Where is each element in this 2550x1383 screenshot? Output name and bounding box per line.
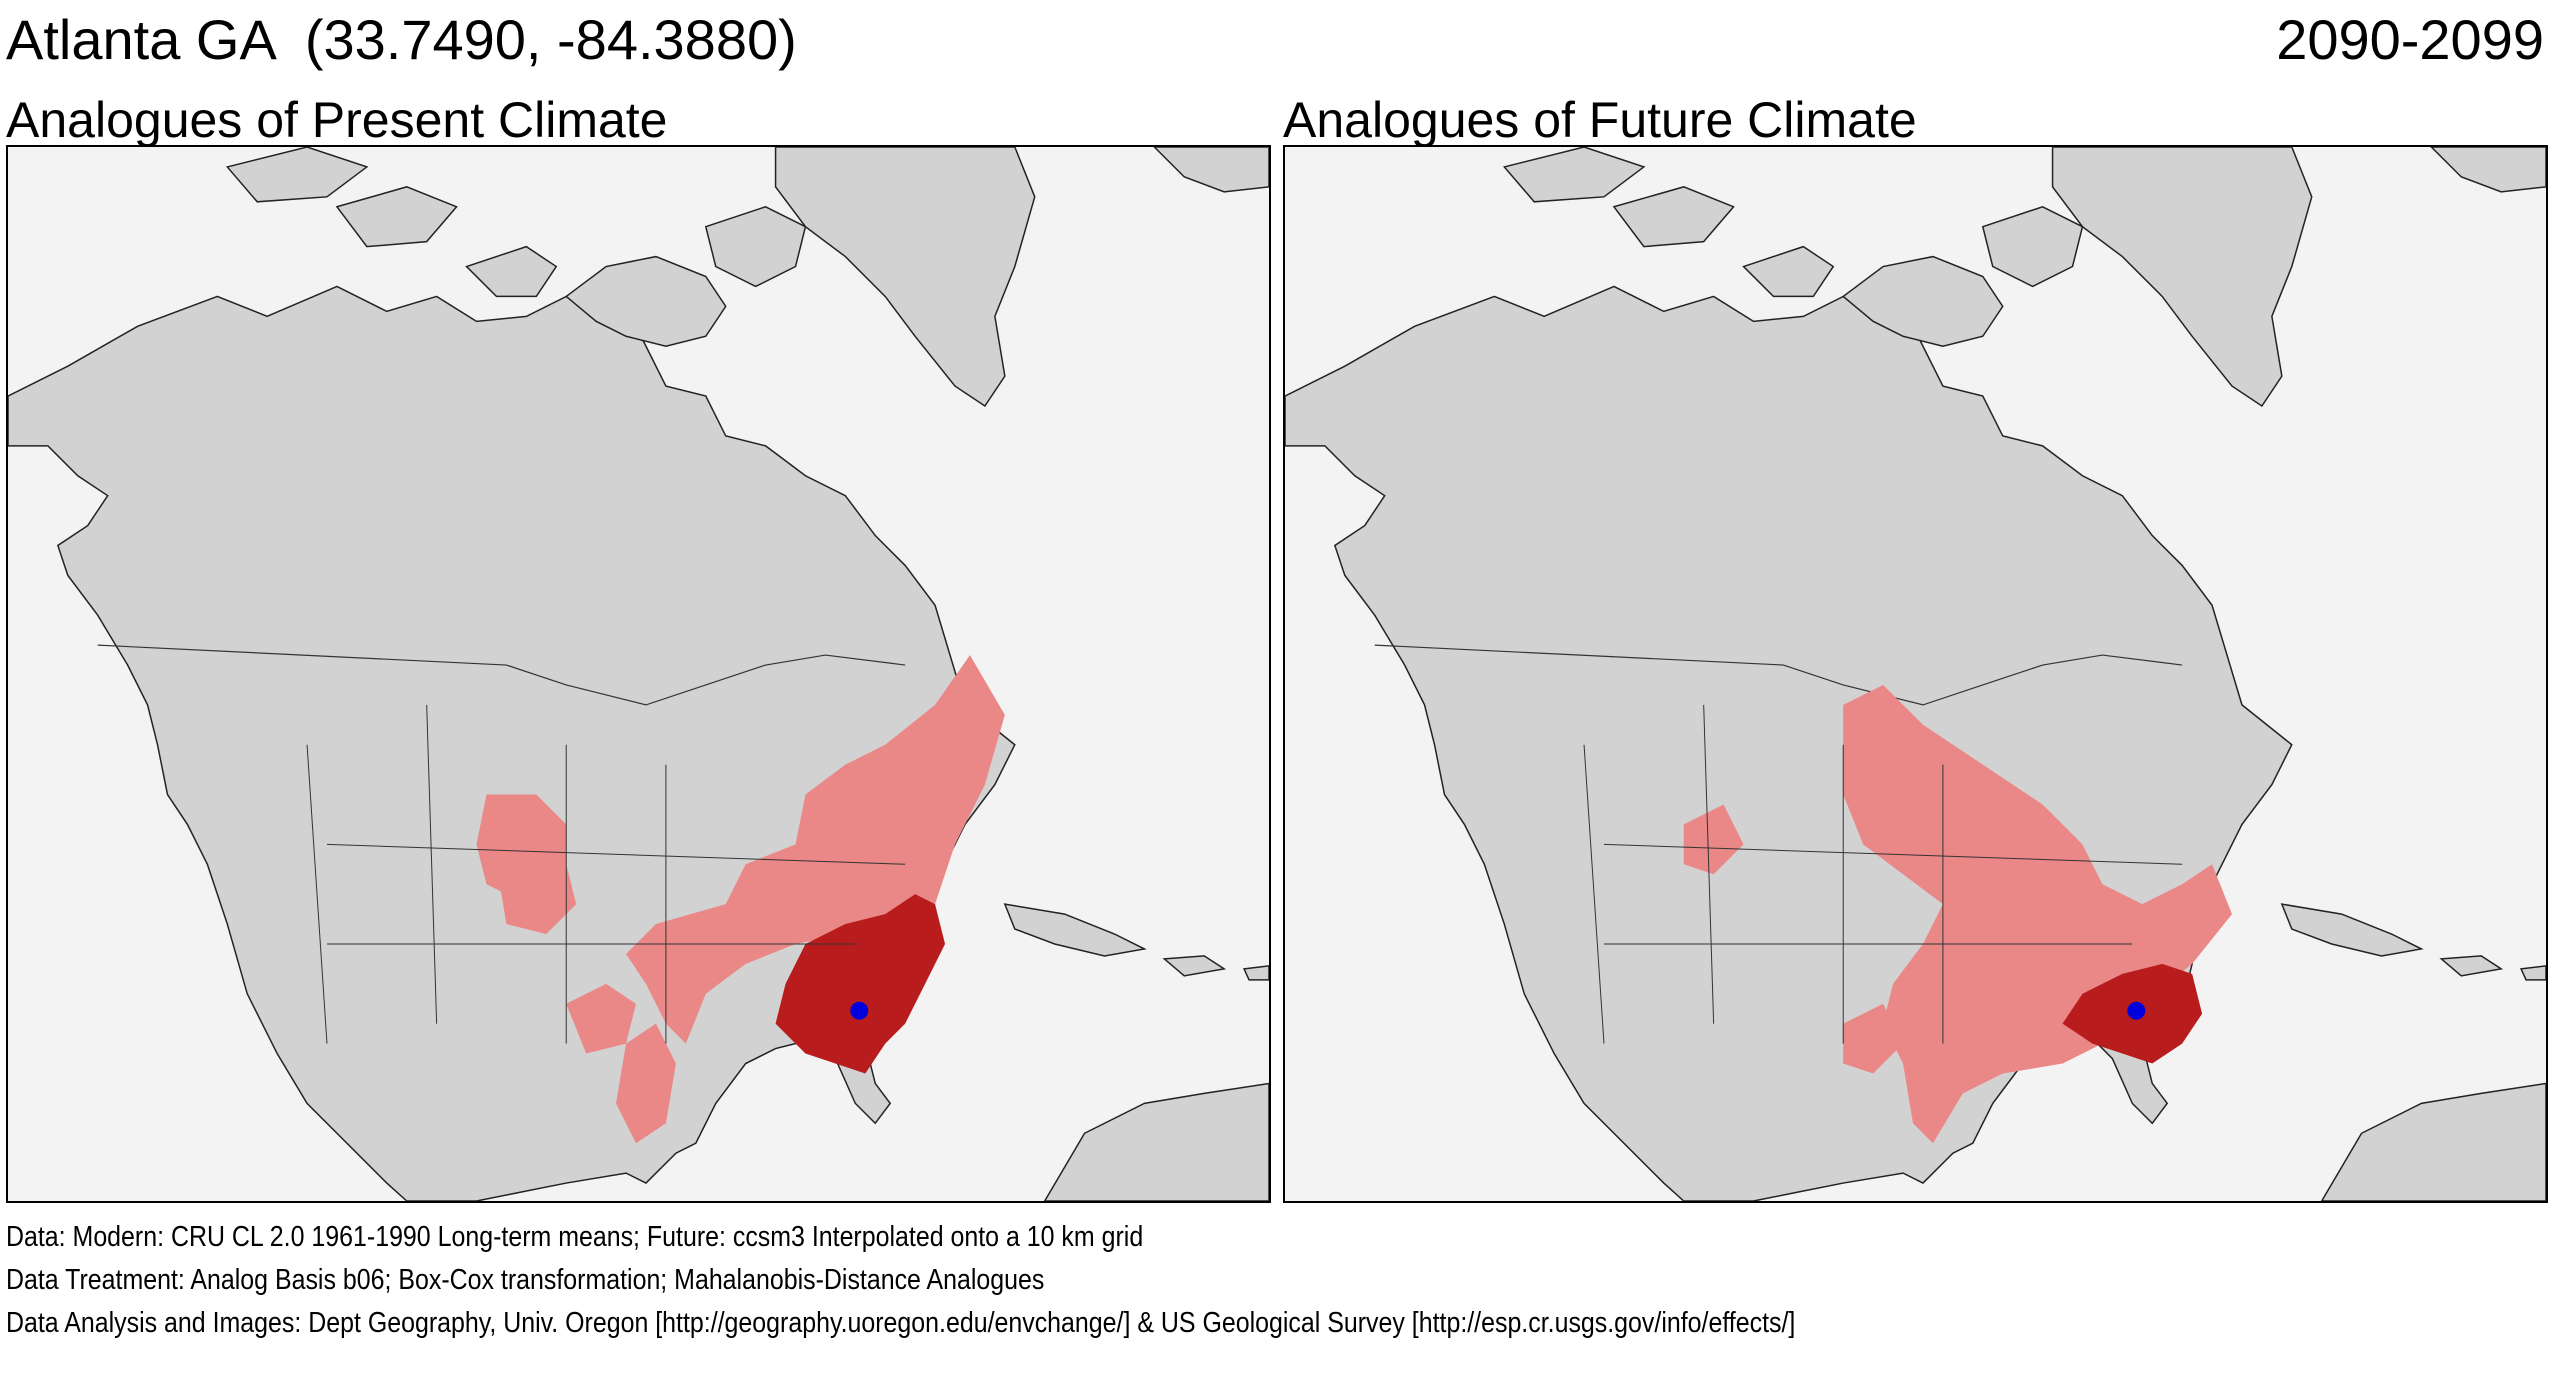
analogue-region-light bbox=[1683, 684, 2232, 1144]
future-map-svg bbox=[1285, 147, 2546, 1201]
footer-treatment-line: Data Treatment: Analog Basis b06; Box-Co… bbox=[6, 1264, 1045, 1296]
location-title: Atlanta GA (33.7490, -84.3880) bbox=[6, 8, 797, 71]
analogue-region-dark bbox=[775, 894, 946, 1074]
atlanta-location-marker bbox=[2127, 1001, 2146, 1020]
state-boundaries bbox=[1583, 704, 2183, 1044]
footer-data-line: Data: Modern: CRU CL 2.0 1961-1990 Long-… bbox=[6, 1221, 1144, 1253]
us-canada-border bbox=[97, 644, 906, 706]
future-climate-map bbox=[1283, 145, 2548, 1203]
future-panel-title: Analogues of Future Climate bbox=[1283, 92, 1917, 148]
footer-analysis-line: Data Analysis and Images: Dept Geography… bbox=[6, 1307, 1796, 1339]
period-label: 2090-2099 bbox=[2276, 8, 2544, 71]
present-panel-title: Analogues of Present Climate bbox=[6, 92, 668, 148]
present-climate-map bbox=[6, 145, 1271, 1203]
analogue-region-light bbox=[476, 655, 1005, 1144]
us-canada-border bbox=[1374, 644, 2183, 706]
present-map-svg bbox=[8, 147, 1269, 1201]
state-boundaries bbox=[306, 704, 906, 1044]
atlanta-location-marker bbox=[850, 1001, 869, 1020]
